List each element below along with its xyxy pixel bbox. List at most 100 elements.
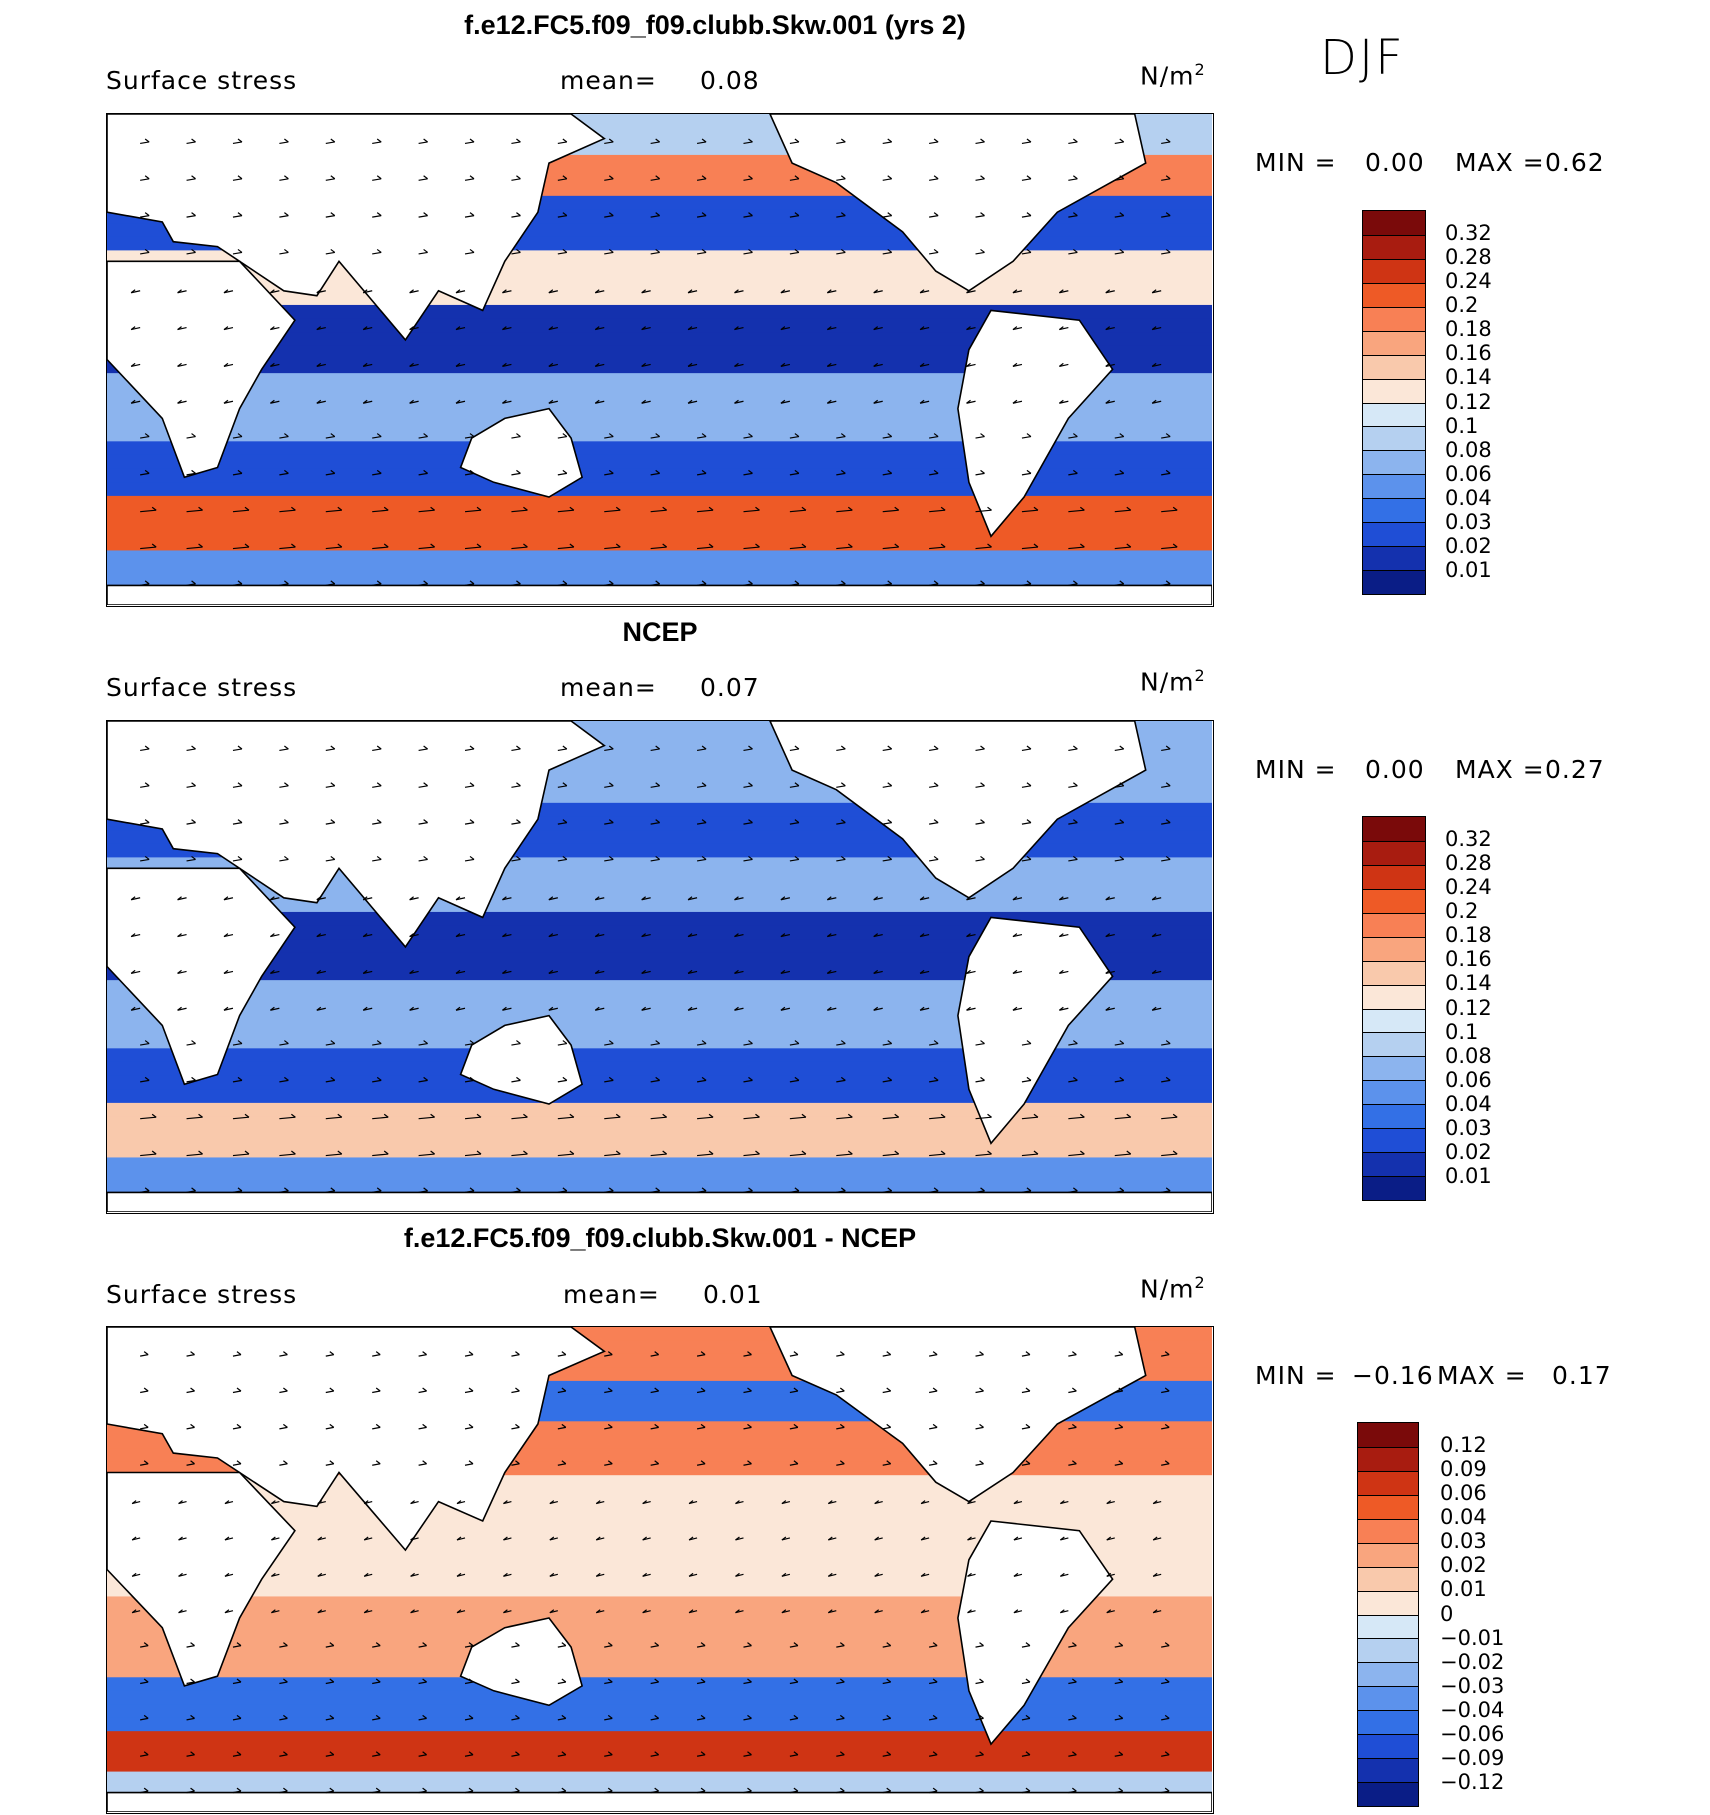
stress-band	[107, 1556, 1212, 1571]
stress-arrow-head	[1012, 969, 1018, 974]
stress-arrow	[789, 1681, 799, 1685]
colorbar-tick-label: 0.32	[1445, 221, 1492, 246]
stress-arrow	[604, 141, 614, 145]
stress-arrow-head	[780, 969, 786, 974]
stress-arrow	[734, 326, 744, 331]
stress-arrow-head	[144, 745, 150, 750]
stress-arrow	[557, 178, 567, 181]
stress-arrow	[186, 509, 203, 513]
stress-arrow	[687, 1007, 698, 1011]
stress-arrow-head	[283, 1678, 288, 1683]
stress-arrow	[604, 509, 621, 513]
stress-arrow	[232, 1042, 243, 1046]
colorbar-swatch	[1358, 1614, 1418, 1639]
stress-arrow	[743, 1463, 752, 1466]
stress-arrow	[697, 509, 714, 513]
land-africa	[107, 867, 296, 1086]
stress-arrow-head	[1025, 1460, 1031, 1465]
stress-arrow-head	[734, 289, 739, 294]
stress-arrow-head	[641, 969, 647, 974]
stress-arrow	[140, 546, 157, 550]
stress-arrow-head	[223, 1006, 229, 1011]
colorbar-tick-label: 0.14	[1445, 365, 1492, 390]
stress-arrow-head	[701, 175, 707, 180]
mean-value-diff: 0.01	[703, 1280, 763, 1309]
stress-arrow-head	[654, 1351, 660, 1356]
stress-band	[107, 1102, 1212, 1118]
stress-arrow	[140, 1042, 150, 1046]
stress-arrow	[919, 326, 930, 331]
stress-arrow	[186, 1190, 196, 1193]
min-value-obs: 0.00	[1365, 755, 1425, 784]
stress-arrow-head	[422, 1387, 427, 1392]
variable-label-model: Surface stress	[106, 66, 298, 95]
stress-arrow	[186, 546, 203, 550]
stress-arrow	[502, 970, 512, 974]
stress-arrow-head	[237, 580, 243, 585]
stress-arrow	[687, 326, 698, 331]
stress-arrow	[557, 1645, 566, 1648]
land-eurasia	[107, 1327, 606, 1552]
stress-arrow	[464, 1681, 474, 1685]
stress-band	[107, 980, 1212, 995]
stress-arrow	[511, 1079, 521, 1083]
stress-arrow-head	[607, 1751, 613, 1756]
stress-arrow-head	[383, 543, 389, 548]
stress-arrow	[140, 1079, 150, 1083]
stress-arrow	[975, 178, 985, 181]
stress-arrow-head	[641, 289, 647, 294]
stress-arrow	[502, 400, 512, 404]
stress-arrow	[1161, 215, 1171, 218]
stress-arrow	[1068, 748, 1078, 752]
stress-arrow-head	[237, 745, 243, 750]
stress-arrow	[604, 435, 614, 439]
stress-arrow	[418, 1754, 427, 1757]
stress-arrow	[827, 400, 837, 404]
stress-arrow-head	[1106, 1609, 1112, 1614]
stress-arrow	[223, 326, 234, 331]
stress-arrow	[1114, 583, 1124, 586]
stress-arrow-head	[178, 1609, 183, 1614]
stress-arrow	[232, 1717, 242, 1721]
stress-arrow-head	[329, 1678, 335, 1683]
stress-arrow-head	[847, 1113, 853, 1118]
stress-arrow-head	[594, 1006, 600, 1011]
stress-arrow	[316, 970, 326, 974]
stress-arrow-head	[1059, 1500, 1065, 1505]
colorbar-tick-label: 0.04	[1445, 1091, 1492, 1116]
stress-arrow	[975, 1042, 985, 1046]
stress-arrow	[966, 1007, 976, 1011]
stress-field-diff	[107, 1327, 1212, 1812]
stress-band	[107, 1130, 1212, 1145]
stress-arrow-head	[468, 1351, 474, 1356]
stress-arrow	[789, 1354, 799, 1357]
stress-arrow	[604, 546, 621, 550]
stress-arrow-head	[840, 212, 846, 217]
stress-arrow-head	[562, 1187, 568, 1192]
stress-arrow-head	[748, 469, 753, 474]
stress-arrow-head	[595, 1500, 601, 1505]
stress-arrow	[455, 1007, 466, 1011]
stress-arrow-head	[144, 782, 150, 787]
stress-arrow-head	[734, 969, 739, 974]
stress-arrow	[882, 1681, 891, 1685]
stress-arrow	[502, 933, 512, 938]
stress-arrow-head	[469, 1040, 475, 1045]
stress-arrow-head	[886, 1787, 892, 1792]
stress-arrow-head	[793, 1351, 799, 1356]
stress-arrow	[1114, 858, 1124, 862]
stress-arrow	[372, 546, 389, 550]
stress-arrow	[882, 251, 892, 255]
stress-arrow	[1161, 251, 1171, 255]
stress-arrow	[1012, 933, 1023, 938]
stress-arrow-head	[608, 212, 614, 217]
land-africa	[107, 260, 296, 479]
stress-arrow	[325, 1754, 334, 1757]
stress-arrow-head	[376, 248, 382, 253]
colorbar-swatch	[1363, 817, 1425, 841]
stress-arrow-head	[966, 933, 971, 938]
stress-arrow-head	[270, 289, 275, 294]
stress-arrow-head	[562, 855, 568, 860]
stress-arrow-head	[476, 1113, 482, 1118]
stress-arrow-head	[516, 855, 521, 860]
